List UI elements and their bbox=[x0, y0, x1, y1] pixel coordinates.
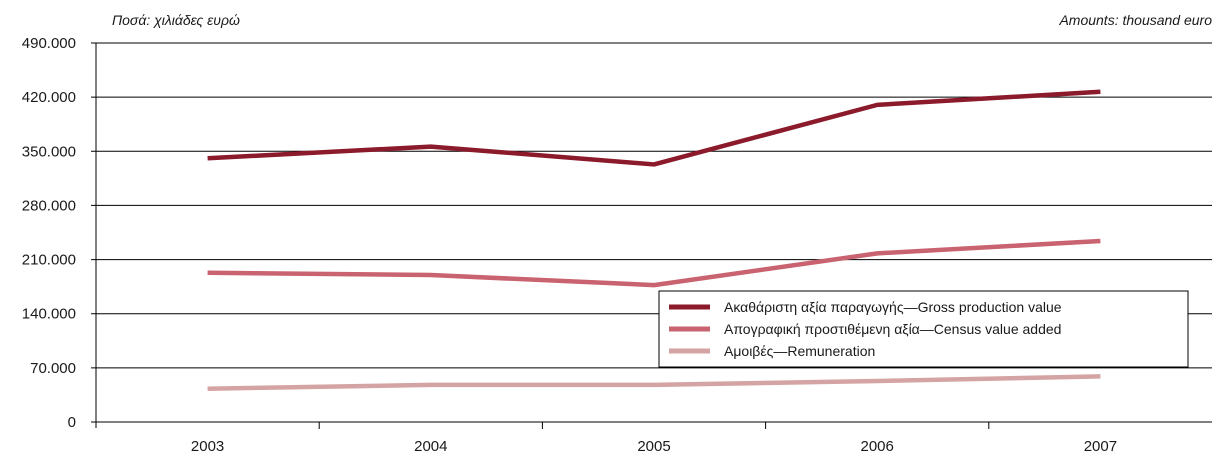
y-tick-label: 350.000 bbox=[22, 143, 76, 160]
y-tick-label: 280.000 bbox=[22, 197, 76, 214]
amounts-note-greek: Ποσά: χιλιάδες ευρώ bbox=[112, 12, 240, 28]
y-tick-label: 420.000 bbox=[22, 89, 76, 106]
x-tick-label: 2004 bbox=[414, 438, 447, 455]
y-tick-label: 210.000 bbox=[22, 252, 76, 269]
y-tick-label: 140.000 bbox=[22, 306, 76, 323]
series-line-census bbox=[207, 238, 1101, 288]
legend-box bbox=[658, 290, 1189, 368]
legend-label-census: Απογραφική προστιθέμενη αξία—Census valu… bbox=[724, 321, 1061, 337]
y-tick-label: 490.000 bbox=[22, 35, 76, 52]
y-tick-label: 0 bbox=[68, 414, 76, 431]
axes: 0 70.000 140.000 210.000 280.000 350.000 420.0… bbox=[22, 35, 1212, 455]
x-tick-label: 2006 bbox=[861, 438, 894, 455]
x-tick-label: 2005 bbox=[637, 438, 670, 455]
legend-label-gross: Ακαθάριστη αξία παραγωγής—Gross producti… bbox=[724, 299, 1062, 315]
series-line-gross bbox=[207, 89, 1101, 167]
legend: Ακαθάριστη αξία παραγωγής—Gross producti… bbox=[658, 290, 1189, 368]
series-line-remuneration bbox=[207, 374, 1101, 391]
amounts-note-english: Amounts: thousand euro bbox=[1059, 12, 1212, 28]
legend-label-remuneration: Αμοιβές—Remuneration bbox=[724, 343, 875, 359]
x-tick-label: 2007 bbox=[1084, 438, 1117, 455]
series-lines bbox=[207, 89, 1101, 391]
y-tick-label: 70.000 bbox=[30, 360, 76, 377]
x-tick-label: 2003 bbox=[191, 438, 224, 455]
